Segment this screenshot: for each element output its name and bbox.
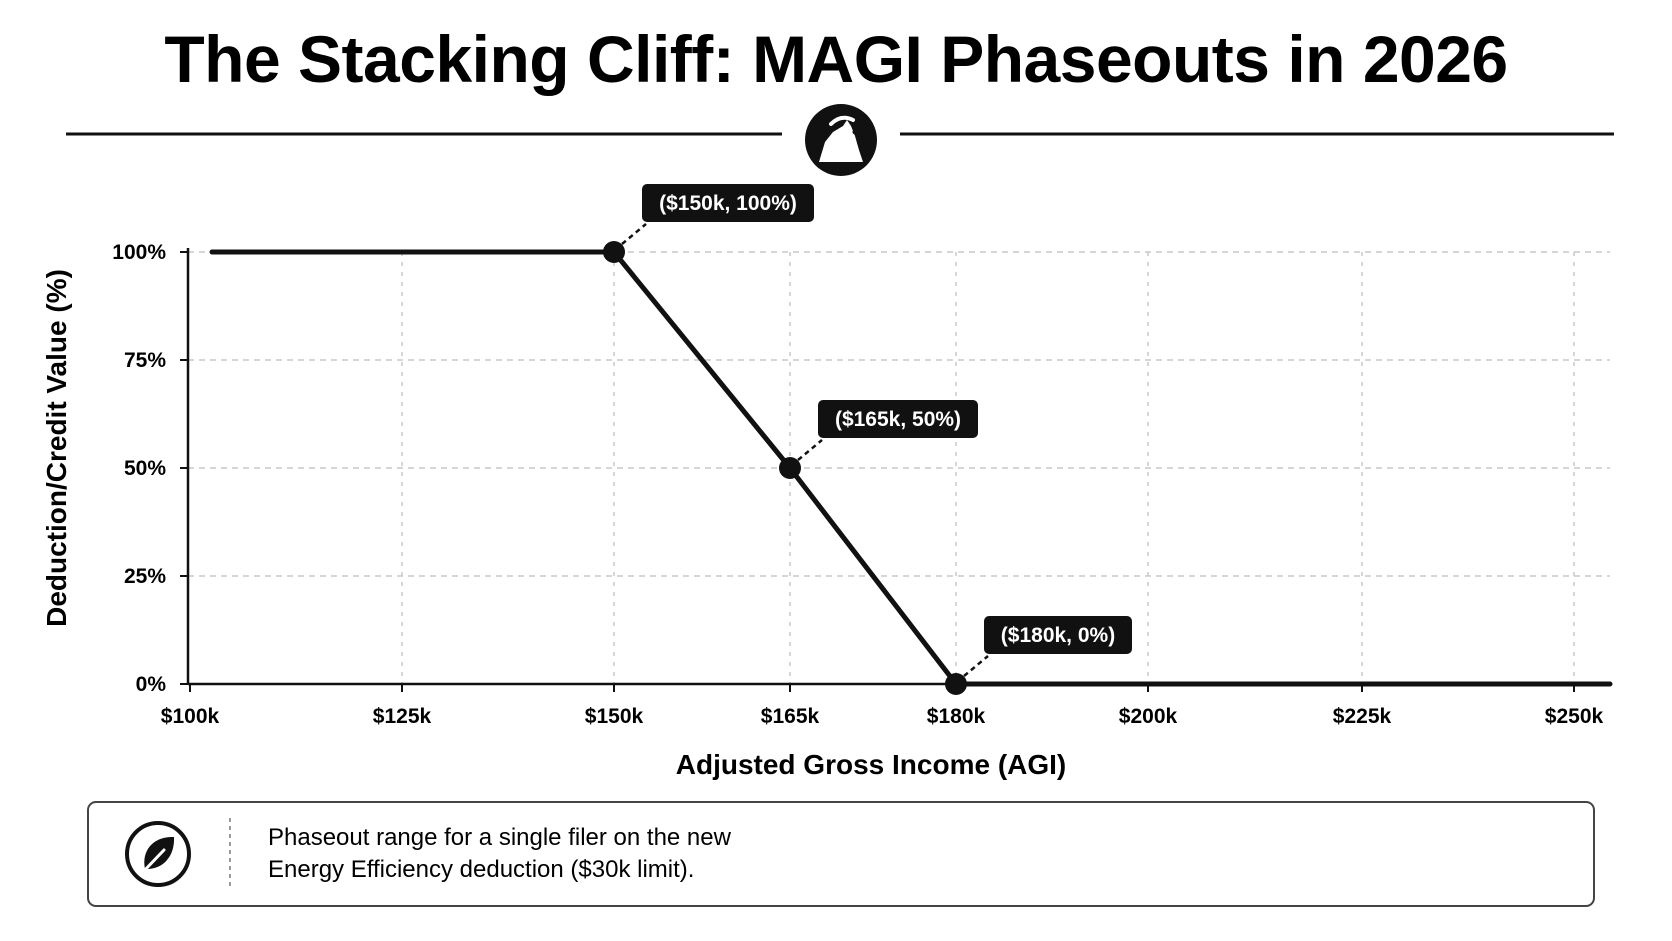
data-point — [945, 673, 967, 695]
data-label: ($180k, 0%) — [1001, 624, 1115, 647]
x-tick-label: $250k — [1545, 705, 1604, 728]
markers: ($150k, 100%) ($165k, 50%) ($180k, 0%) — [603, 184, 1132, 695]
data-point — [779, 457, 801, 479]
x-tick-label: $100k — [161, 705, 220, 728]
y-tick-label: 0% — [136, 673, 167, 696]
callout-box — [818, 400, 978, 438]
data-label: ($165k, 50%) — [835, 408, 961, 431]
y-tick-label: 75% — [124, 349, 166, 372]
callout-leader — [621, 223, 647, 245]
x-tick-label: $150k — [585, 705, 644, 728]
data-point — [603, 241, 625, 263]
callout-leader — [963, 655, 989, 677]
y-axis-label: Deduction/Credit Value (%) — [41, 269, 72, 627]
x-axis-label: Adjusted Gross Income (AGI) — [676, 749, 1067, 780]
y-tick-label: 50% — [124, 457, 166, 480]
x-tick-label: $125k — [373, 705, 432, 728]
callout-box — [642, 184, 814, 222]
x-tick-label: $165k — [761, 705, 820, 728]
axes: 0% 25% 50% 75% 100% $100k $125k $150k $165k $180k… — [112, 241, 1610, 728]
x-tick-label: $200k — [1119, 705, 1178, 728]
note-line-2: Energy Efficiency deduction ($30k limit)… — [268, 856, 694, 883]
leaf-icon — [125, 821, 191, 887]
y-tick-label: 100% — [112, 241, 166, 264]
note-line-1: Phaseout range for a single filer on the… — [268, 824, 732, 851]
x-tick-label: $225k — [1333, 705, 1392, 728]
note-box: Phaseout range for a single filer on the… — [87, 801, 1595, 907]
grid — [188, 251, 1610, 684]
cliff-icon — [805, 104, 877, 176]
data-label: ($150k, 100%) — [659, 192, 797, 215]
y-tick-label: 25% — [124, 565, 166, 588]
chart-title: The Stacking Cliff: MAGI Phaseouts in 20… — [164, 22, 1507, 96]
note-box-frame — [87, 801, 1595, 907]
callout-box — [984, 616, 1132, 654]
callout-leader — [797, 439, 823, 461]
x-tick-label: $180k — [927, 705, 986, 728]
